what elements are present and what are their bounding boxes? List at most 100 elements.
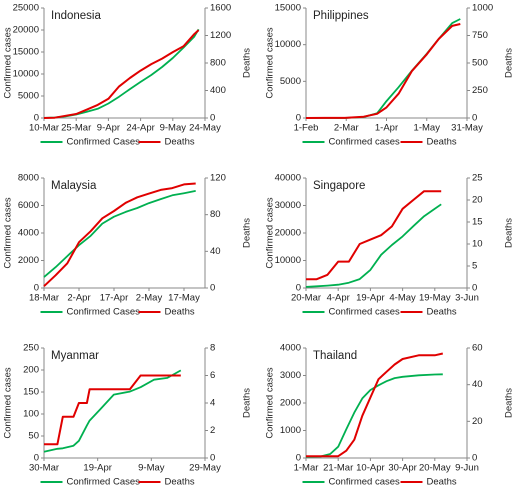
x-tick-label: 31-May [451, 123, 483, 134]
x-tick-label: 1-Feb [294, 123, 319, 134]
y2-axis-title: Deaths [242, 388, 253, 418]
y-tick-label: 20000 [13, 25, 39, 36]
panel: 0 2000 4000 6000 8000 0 40 80 120 18-Mar 2-Apr 17-A… [3, 173, 253, 318]
y2-tick-label: 400 [210, 85, 226, 96]
panel-title: Myanmar [51, 350, 99, 362]
y2-tick-label: 25 [472, 173, 483, 184]
x-tick-label: 17-May [168, 293, 200, 304]
series-line [44, 374, 181, 446]
y-tick-label: 10000 [13, 69, 39, 80]
y-tick-label: 0 [296, 283, 301, 294]
y-tick-label: 10000 [275, 39, 301, 50]
series-line [43, 29, 200, 119]
series-line [305, 373, 443, 458]
x-tick-label: 20-May [419, 463, 451, 474]
y2-axis-title: Deaths [504, 218, 515, 248]
y-tick-label: 10000 [275, 255, 301, 266]
y2-tick-label: 250 [472, 85, 488, 96]
y2-tick-label: 1200 [210, 30, 231, 41]
x-tick-label: 18-Mar [29, 293, 59, 304]
y-tick-label: 2000 [280, 398, 301, 409]
legend-label: Deaths [427, 137, 457, 148]
y-tick-label: 0 [296, 453, 301, 464]
legend-label: Confirmed cases [329, 477, 401, 488]
series-line [306, 352, 444, 458]
legend-label: Deaths [427, 477, 457, 488]
y2-tick-label: 0 [210, 453, 215, 464]
legend-label: Confirmed Cases [67, 477, 141, 488]
x-tick-label: 2-Mar [334, 123, 359, 134]
y2-tick-label: 500 [472, 58, 488, 69]
y2-tick-label: 800 [210, 58, 226, 69]
x-tick-label: 2-May [136, 293, 163, 304]
y-axis-title: Confirmed cases [3, 197, 14, 269]
y-tick-label: 3000 [280, 370, 301, 381]
y2-axis-title: Deaths [504, 48, 515, 78]
y-axis-title: Confirmed cases [265, 27, 276, 99]
y2-tick-label: 1600 [210, 3, 231, 14]
y-tick-label: 0 [34, 113, 39, 124]
x-tick-label: 9-Apr [97, 123, 120, 134]
y-tick-label: 20000 [275, 228, 301, 239]
y-tick-label: 4000 [280, 343, 301, 354]
x-tick-label: 24-Apr [126, 123, 155, 134]
y-tick-label: 5000 [18, 91, 39, 102]
legend-label: Confirmed Cases [67, 307, 141, 318]
x-tick-label: 30-Apr [388, 463, 417, 474]
y-tick-label: 2000 [18, 255, 39, 266]
y2-tick-label: 0 [210, 113, 215, 124]
y2-tick-label: 20 [472, 195, 483, 206]
legend-label: Deaths [165, 307, 195, 318]
y-axis-title: Confirmed cases [265, 367, 276, 439]
panel: 0 5000 10000 15000 20000 25000 0 400 800 1200 1600… [3, 3, 253, 148]
panel-title: Philippines [313, 10, 369, 22]
y-tick-label: 40000 [275, 173, 301, 184]
y2-tick-label: 2 [210, 425, 215, 436]
panel: 0 10000 20000 30000 40000 0 5 10 15 20 25 20-Mar 4-A… [265, 173, 515, 318]
y-tick-label: 1000 [280, 425, 301, 436]
y2-tick-label: 0 [472, 283, 477, 294]
legend-label: Confirmed Cases [67, 137, 141, 148]
x-tick-label: 10-Mar [29, 123, 59, 134]
series-line [306, 190, 442, 281]
series-line [306, 18, 461, 119]
y2-tick-label: 4 [210, 398, 215, 409]
series-line [43, 28, 200, 119]
legend-label: Deaths [427, 307, 457, 318]
y-tick-label: 15000 [13, 47, 39, 58]
y-tick-label: 200 [23, 365, 39, 376]
legend-label: Confirmed cases [329, 307, 401, 318]
panel-title: Malaysia [51, 180, 97, 192]
x-tick-label: 2-Apr [67, 293, 90, 304]
x-tick-label: 24-May [189, 123, 221, 134]
x-tick-label: 9-May [160, 123, 187, 134]
x-tick-label: 30-Mar [29, 463, 59, 474]
y2-axis-title: Deaths [504, 388, 515, 418]
panel: 0 5000 10000 15000 0 250 500 750 1000 1-Feb 2-Mar 1… [265, 3, 515, 148]
y2-axis-title: Deaths [242, 48, 253, 78]
y2-tick-label: 40 [210, 246, 221, 257]
y-axis-title: Confirmed cases [3, 27, 14, 99]
x-tick-label: 21-Mar [323, 463, 353, 474]
y2-tick-label: 80 [210, 209, 221, 220]
y-tick-label: 5000 [280, 76, 301, 87]
y2-tick-label: 120 [210, 173, 226, 184]
legend-label: Deaths [165, 477, 195, 488]
x-tick-label: 9-May [138, 463, 165, 474]
x-tick-label: 1-Apr [375, 123, 398, 134]
y2-tick-label: 8 [210, 343, 215, 354]
x-tick-label: 17-Apr [100, 293, 129, 304]
y-tick-label: 0 [296, 113, 301, 124]
x-tick-label: 4-May [389, 293, 416, 304]
y-tick-label: 6000 [18, 200, 39, 211]
x-tick-label: 19-Apr [356, 293, 385, 304]
y2-tick-label: 0 [472, 113, 477, 124]
y-tick-label: 0 [34, 283, 39, 294]
y-tick-label: 250 [23, 343, 39, 354]
y2-tick-label: 0 [472, 453, 477, 464]
x-tick-label: 19-May [419, 293, 451, 304]
y2-tick-label: 5 [472, 261, 477, 272]
y2-tick-label: 60 [472, 343, 483, 354]
series-line [43, 369, 182, 453]
x-tick-label: 1-Mar [294, 463, 319, 474]
